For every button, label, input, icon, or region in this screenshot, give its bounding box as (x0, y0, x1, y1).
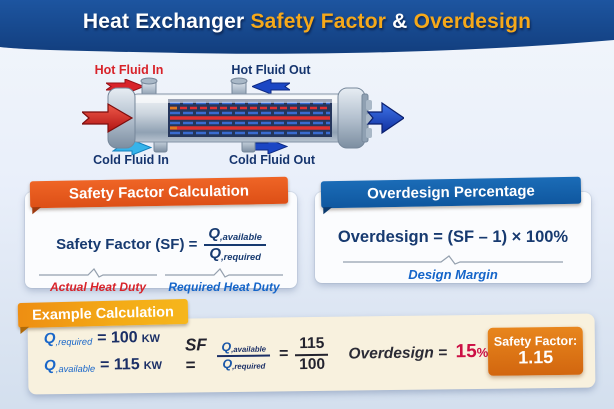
overdesign-result-value: 15 (455, 340, 477, 363)
q-required-subscript: ,required (55, 336, 93, 348)
actual-heat-duty-label: Actual Heat Duty (49, 279, 147, 294)
header-curve-shape (0, 0, 614, 54)
callout-brace-center (343, 255, 563, 265)
safety-factor-callouts: Actual Heat Duty Required Heat Duty (25, 265, 297, 294)
q-required-value: = 100 (97, 329, 138, 347)
title-segment-ampersand: & (392, 10, 408, 33)
cold-fluid-out-label: Cold Fluid Out (228, 153, 316, 167)
given-values: Q,required = 100 KW Q,available = 115 KW (44, 329, 186, 385)
shell-inlet-arrow (82, 102, 134, 134)
shell-outlet-arrow (366, 101, 404, 135)
cold-fluid-in-label: Cold Fluid In (93, 153, 169, 167)
sf-symbol-fraction: Q,available Q,required (217, 339, 271, 372)
overdesign-result: Overdesign = 15% (348, 341, 488, 365)
overdesign-result-lhs: Overdesign = (348, 344, 448, 363)
heat-exchanger-illustration (82, 77, 404, 153)
q-available-subscript: ,available (55, 363, 96, 375)
q-required-subscript: ,required (221, 252, 261, 263)
hot-fluid-out-label: Hot Fluid Out (231, 63, 311, 77)
example-ribbon-title: Example Calculation (31, 303, 175, 324)
header-banner: Heat Exchanger Safety Factor & Overdesig… (0, 0, 614, 58)
q-available-symbol: Q (208, 225, 221, 242)
page-title: Heat Exchanger Safety Factor & Overdesig… (0, 10, 614, 34)
safety-factor-fraction: Q,available Q,required (204, 225, 266, 263)
sf-equation: SF = Q,available Q,required = 115 100 (185, 334, 329, 376)
q-available-symbol: Q (44, 357, 56, 375)
q-required-unit: KW (141, 332, 161, 346)
q-available-value: = 115 (99, 356, 140, 374)
result-denominator: 100 (299, 355, 326, 373)
safety-factor-formula-lhs: Safety Factor (SF) = (56, 235, 198, 253)
title-segment-overdesign: Overdesign (413, 10, 532, 33)
callout-brace-left (39, 267, 157, 278)
frac-q-required-subscript: ,required (232, 362, 266, 372)
q-available-line: Q,available = 115 KW (44, 356, 185, 385)
callout-brace-right (165, 267, 283, 278)
q-required-symbol: Q (209, 244, 222, 262)
heat-exchanger-diagram: Hot Fluid In Hot Fluid Out Cold Fluid In… (0, 56, 614, 178)
safety-factor-ribbon-title: Safety Factor Calculation (68, 182, 250, 203)
frac-q-required-symbol: Q (222, 356, 233, 371)
safety-factor-card: Safety Factor (SF) = Q,available Q,requi… (25, 192, 297, 294)
hot-fluid-out-arrow-icon (252, 79, 290, 94)
hot-fluid-in-label: Hot Fluid In (94, 63, 164, 77)
safety-factor-badge: Safety Factor: 1.15 (487, 326, 584, 376)
example-ribbon: Example Calculation (17, 298, 189, 329)
equals-sign: = (279, 345, 289, 363)
title-segment-safety-factor: Safety Factor (250, 10, 387, 33)
title-segment-heat-exchanger: Heat Exchanger (82, 10, 245, 33)
hot-fluid-in-arrow-icon (106, 79, 144, 94)
safety-factor-badge-value: 1.15 (518, 347, 554, 368)
required-heat-duty-label: Required Heat Duty (168, 279, 280, 294)
q-available-unit: KW (143, 359, 163, 373)
sf-number-fraction: 115 100 (295, 334, 329, 373)
q-required-symbol: Q (43, 330, 56, 348)
overdesign-result-percent: % (476, 344, 489, 360)
design-margin-label: Design Margin (408, 267, 498, 282)
overdesign-callouts: Design Margin (315, 249, 591, 282)
frac-q-available-subscript: ,available (231, 344, 267, 355)
overdesign-ribbon: Overdesign Percentage (320, 176, 582, 209)
safety-factor-ribbon: Safety Factor Calculation (29, 176, 289, 209)
overdesign-formula: Overdesign = (SF – 1) × 100% (337, 228, 569, 246)
safety-factor-formula: Safety Factor (SF) = Q,available Q,requi… (25, 225, 297, 263)
result-numerator: 115 (295, 334, 329, 356)
frac-q-available-symbol: Q (221, 339, 232, 354)
q-required-line: Q,required = 100 KW (44, 329, 185, 358)
sf-lhs: SF = (184, 335, 207, 375)
q-available-subscript: ,available (220, 232, 262, 243)
overdesign-ribbon-title: Overdesign Percentage (367, 182, 535, 203)
